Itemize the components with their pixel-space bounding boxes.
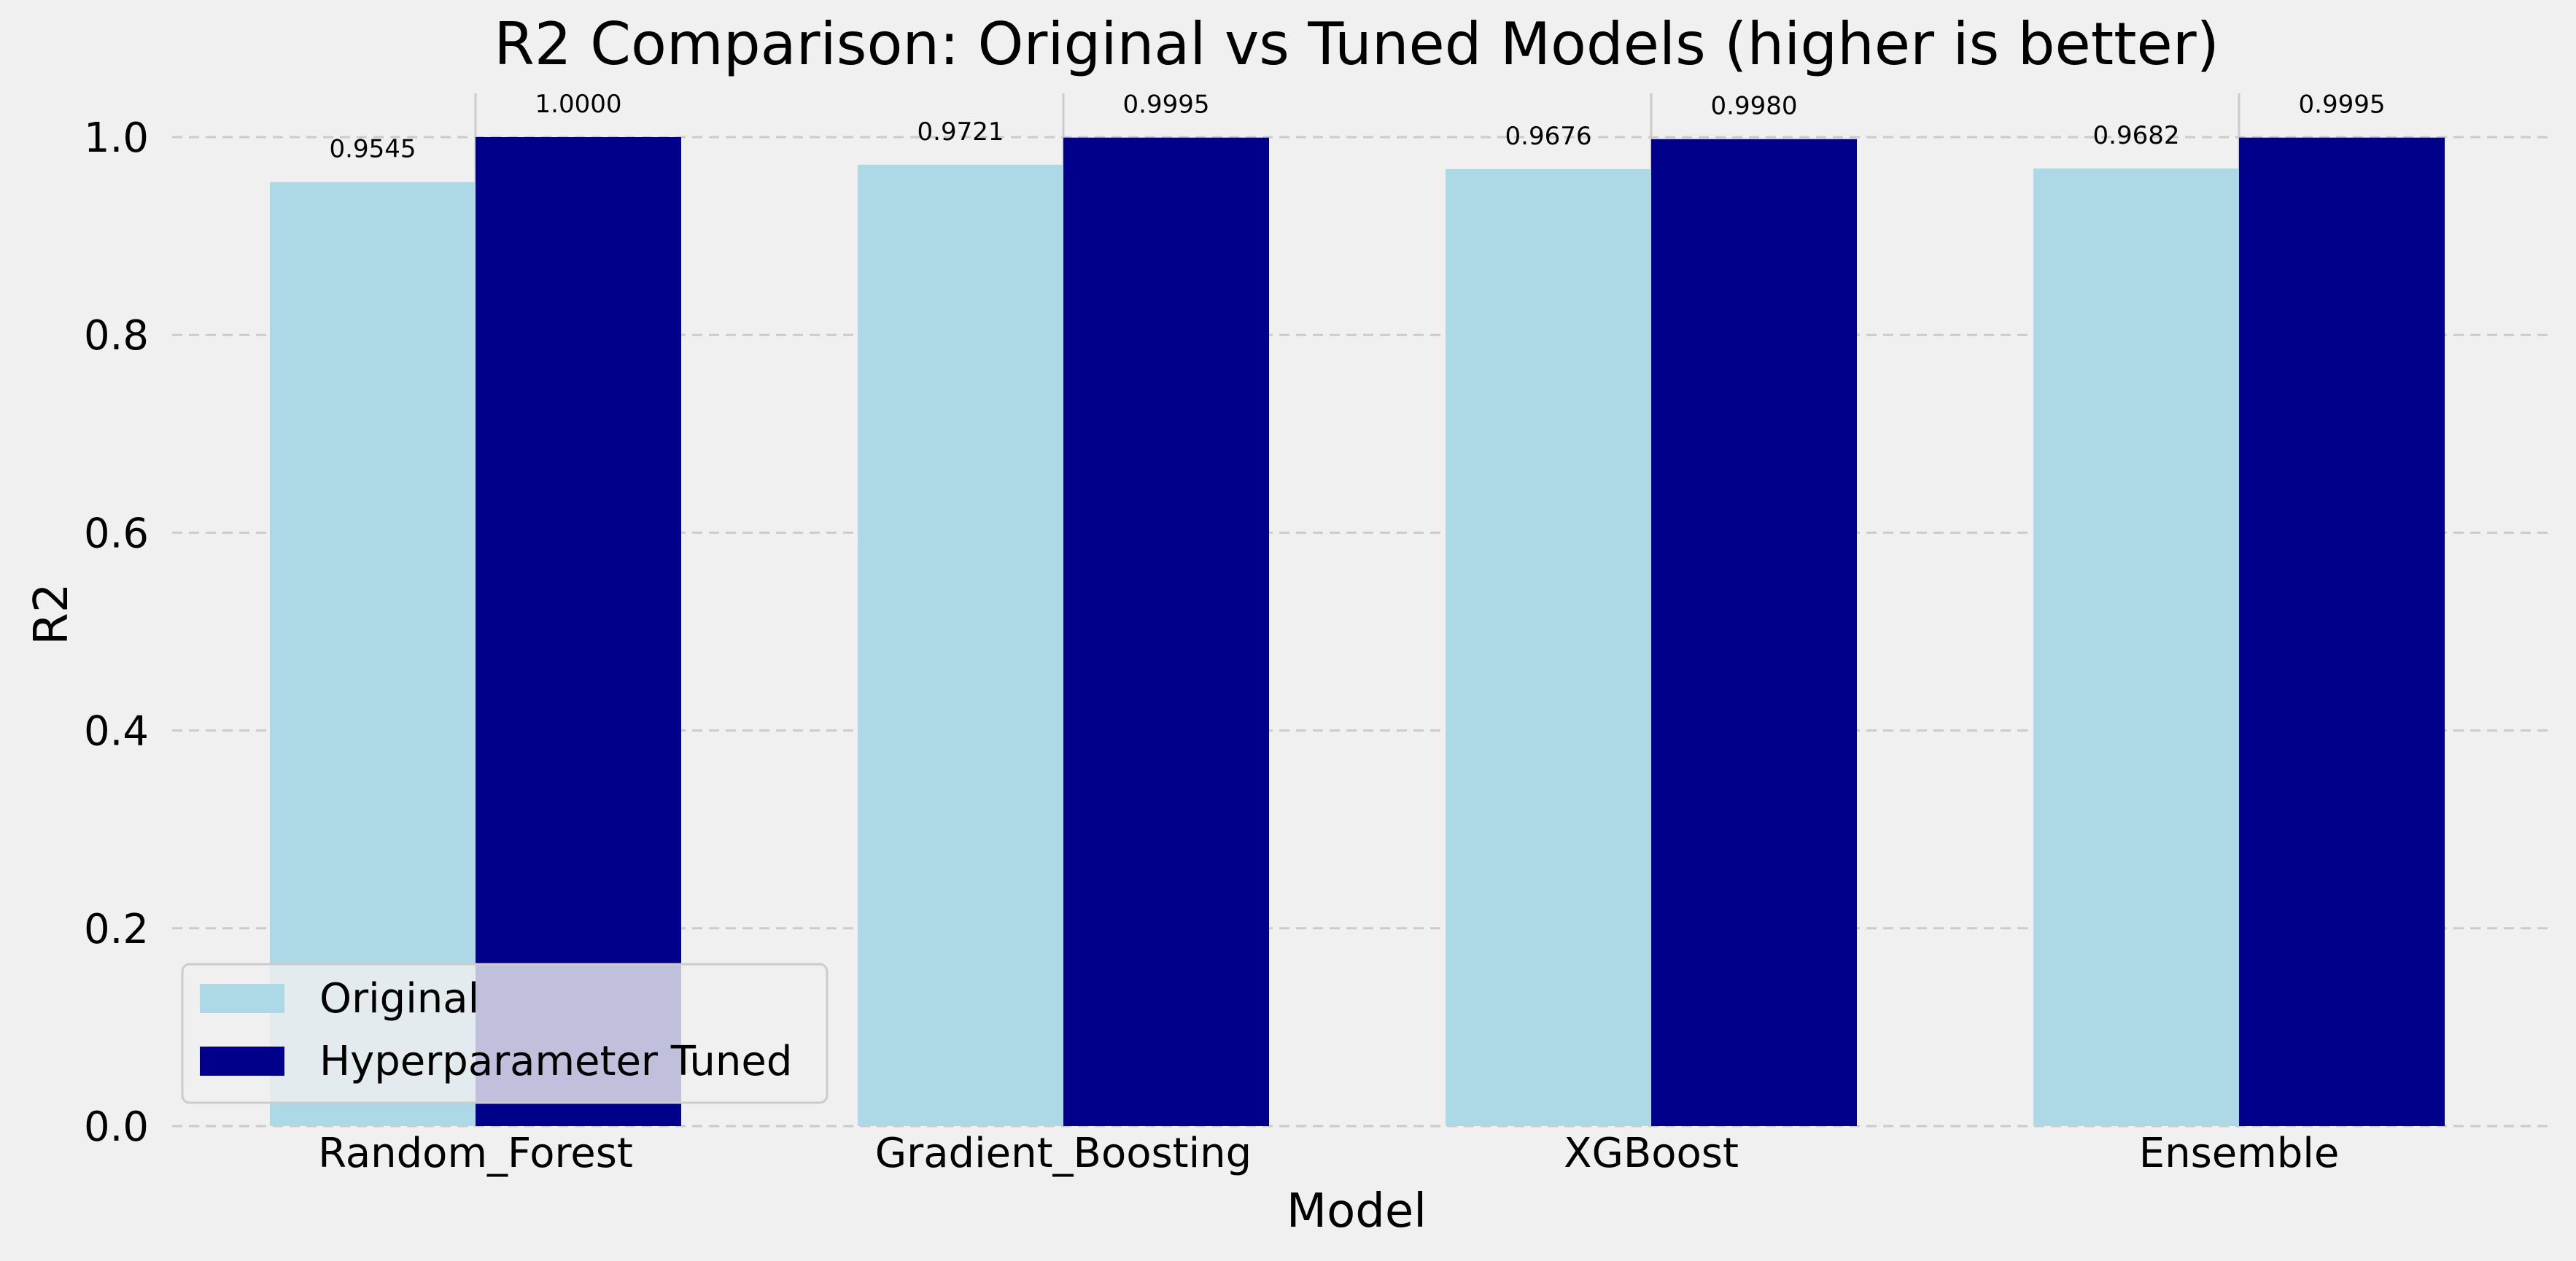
bar-original-ensemble [2033, 168, 2239, 1126]
x-tick-label-ensemble: Ensemble [2139, 1130, 2340, 1177]
legend: Original Hyperparameter Tuned [181, 963, 829, 1104]
y-tick-label: 0.0 [84, 1103, 149, 1151]
bar-value-labels: 0.9545 0.9721 0.9676 0.9682 1.0000 0.9995 0.99… [330, 90, 2386, 164]
bar-hyperparameter-tuned-ensemble [2239, 137, 2445, 1127]
bar-hyperparameter-tuned-xgboost [1651, 139, 1857, 1126]
legend-swatch-hyperparameter-tuned [200, 1047, 284, 1076]
y-tick-label: 0.2 [84, 906, 149, 953]
bar-label-original-gradient-boosting: 0.9721 [917, 117, 1004, 147]
legend-label-original: Original [319, 975, 479, 1023]
bar-hyperparameter-tuned-gradient-boosting [1063, 137, 1269, 1127]
y-tick-label: 1.0 [84, 115, 149, 162]
bars [270, 137, 2445, 1127]
y-axis-label: R2 [25, 583, 79, 645]
bar-label-hyperparameter-tuned-ensemble: 0.9995 [2299, 90, 2386, 120]
legend-swatch-original [200, 984, 284, 1013]
bar-hyperparameter-tuned-random-forest [476, 137, 681, 1126]
bar-label-hyperparameter-tuned-random-forest: 1.0000 [535, 90, 622, 119]
bar-label-hyperparameter-tuned-gradient-boosting: 0.9995 [1123, 90, 1210, 120]
x-tick-label-gradient-boosting: Gradient_Boosting [875, 1130, 1252, 1177]
x-tick-label-xgboost: XGBoost [1564, 1130, 1739, 1177]
bar-label-original-ensemble: 0.9682 [2093, 121, 2180, 150]
bar-original-xgboost [1446, 168, 1651, 1126]
bar-label-original-xgboost: 0.9676 [1505, 122, 1592, 151]
y-tick-label: 0.6 [84, 510, 149, 557]
bar-label-original-random-forest: 0.9545 [330, 135, 416, 164]
chart-title: R2 Comparison: Original vs Tuned Models … [494, 10, 2219, 78]
x-tick-label-random-forest: Random_Forest [318, 1130, 633, 1177]
y-tick-label: 0.8 [84, 312, 149, 360]
y-axis-ticks: 0.0 0.2 0.4 0.6 0.8 1.0 [84, 115, 149, 1151]
bar-label-hyperparameter-tuned-xgboost: 0.9980 [1711, 92, 1798, 121]
legend-label-hyperparameter-tuned: Hyperparameter Tuned [319, 1038, 792, 1085]
x-axis-label: Model [1287, 1184, 1427, 1238]
x-axis-ticks: Random_Forest Gradient_Boosting XGBoost Ens… [318, 1130, 2339, 1177]
y-tick-label: 0.4 [84, 708, 149, 756]
legend-box [181, 963, 829, 1104]
bar-original-gradient-boosting [858, 164, 1063, 1126]
